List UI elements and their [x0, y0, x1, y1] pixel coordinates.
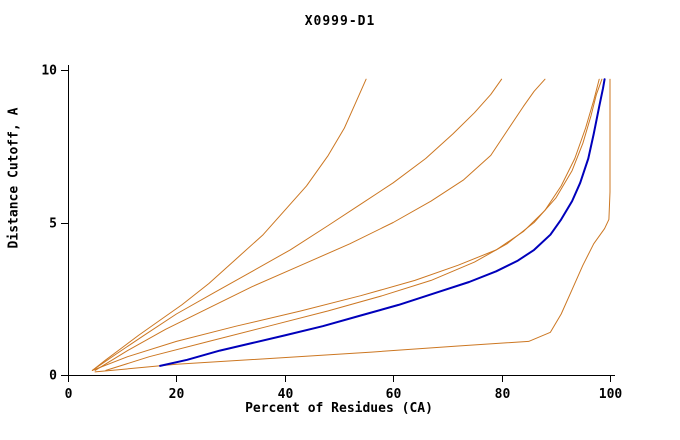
series-orange-1 — [91, 78, 367, 371]
series-model-blue — [159, 78, 606, 367]
y-tick-label: 5 — [49, 217, 57, 232]
x-tick-label: 60 — [386, 387, 402, 402]
x-tick-label: 100 — [599, 387, 623, 402]
y-tick-label: 10 — [41, 64, 57, 79]
y-axis-label: Distance Cutoff, A — [6, 107, 22, 249]
y-tick-label: 0 — [49, 369, 57, 384]
series-orange-3 — [94, 78, 546, 371]
series-orange-6 — [94, 78, 611, 373]
x-tick-label: 40 — [278, 387, 294, 402]
series-orange-5 — [105, 78, 603, 371]
x-tick-label: 0 — [65, 387, 73, 402]
x-tick-label: 80 — [495, 387, 511, 402]
chart-title: X0999-D1 — [304, 14, 376, 29]
series-orange-4 — [91, 78, 600, 371]
series-orange-2 — [91, 78, 503, 371]
x-tick-label: 20 — [169, 387, 185, 402]
x-axis-label: Percent of Residues (CA) — [245, 401, 433, 416]
